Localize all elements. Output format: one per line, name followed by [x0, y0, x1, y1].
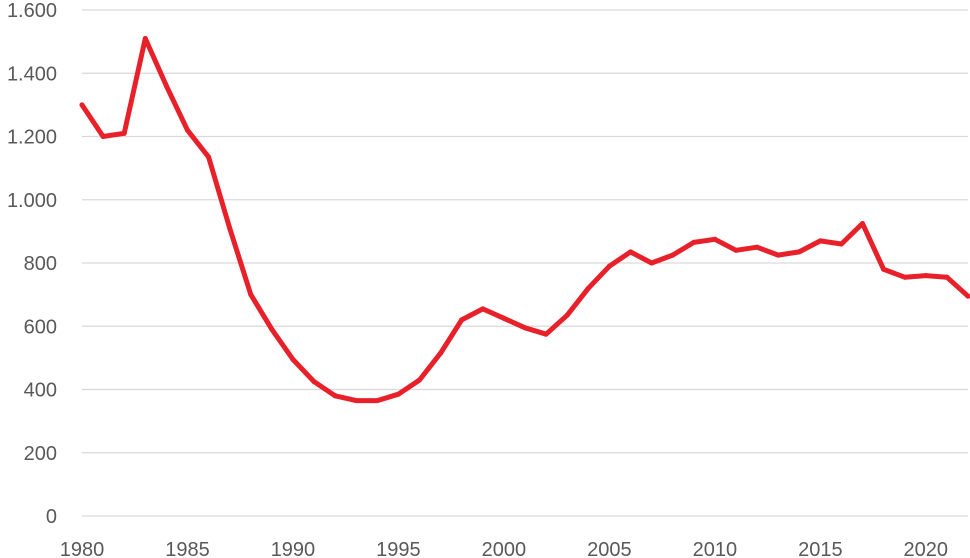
- y-tick-label: 200: [24, 443, 57, 465]
- data-point: [628, 249, 633, 255]
- data-point: [311, 379, 317, 385]
- data-point: [649, 260, 655, 266]
- data-point: [269, 326, 275, 332]
- data-point: [79, 102, 85, 108]
- y-tick-label: 1.000: [7, 190, 57, 212]
- y-tick-label: 1.600: [7, 0, 57, 22]
- x-tick-label: 2010: [693, 539, 738, 558]
- x-tick-label: 2000: [482, 539, 527, 558]
- x-tick-label: 1990: [271, 539, 316, 558]
- y-tick-label: 600: [24, 316, 57, 338]
- data-point: [965, 293, 970, 299]
- data-point: [459, 317, 465, 323]
- x-tick-label: 1980: [60, 539, 105, 558]
- x-axis-tick-labels: 1980 1985 1990 1995 2000 2005 2010 2015 2020: [60, 539, 948, 558]
- data-point: [142, 36, 148, 41]
- data-point: [374, 398, 380, 404]
- data-point: [902, 274, 908, 280]
- data-point: [121, 130, 127, 136]
- data-point: [206, 154, 212, 160]
- data-point: [754, 244, 760, 250]
- data-point: [564, 312, 570, 318]
- gridlines: [82, 9, 968, 517]
- data-point: [838, 241, 844, 247]
- data-point: [480, 306, 486, 312]
- x-tick-label: 1995: [376, 539, 421, 558]
- x-tick-label: 2015: [798, 539, 843, 558]
- x-tick-label: 2020: [904, 539, 949, 558]
- y-tick-label: 800: [24, 253, 57, 275]
- data-point: [100, 134, 106, 139]
- data-point: [185, 127, 190, 133]
- data-point: [923, 273, 929, 279]
- x-tick-label: 2005: [587, 539, 632, 558]
- data-point: [712, 236, 718, 242]
- data-point: [733, 247, 739, 253]
- data-point: [606, 263, 612, 269]
- series-layer: [79, 36, 970, 404]
- data-point: [395, 391, 401, 397]
- data-point: [817, 238, 823, 244]
- data-point: [438, 350, 444, 356]
- data-point: [775, 252, 781, 258]
- data-point: [944, 274, 950, 280]
- data-point: [332, 393, 338, 399]
- y-axis-tick-labels: 0 200 400 600 800 1.000 1.200 1.400 1.600: [7, 0, 57, 528]
- y-tick-label: 1.400: [7, 63, 57, 85]
- data-point: [796, 249, 802, 255]
- data-point: [163, 83, 169, 89]
- data-point: [522, 325, 528, 331]
- data-point: [290, 357, 296, 362]
- y-tick-label: 400: [24, 380, 57, 402]
- data-point: [501, 315, 507, 321]
- data-point: [691, 239, 697, 245]
- data-point: [670, 252, 676, 258]
- data-point: [227, 225, 233, 231]
- y-tick-label: 0: [46, 506, 57, 528]
- data-point: [585, 285, 591, 291]
- x-tick-label: 1985: [165, 539, 210, 558]
- data-point: [543, 331, 549, 337]
- data-point: [353, 398, 359, 404]
- data-point: [860, 221, 865, 226]
- data-point: [417, 377, 422, 383]
- data-point: [248, 292, 254, 298]
- y-tick-label: 1.200: [7, 127, 57, 149]
- series-line: [79, 36, 970, 404]
- data-point: [881, 266, 887, 272]
